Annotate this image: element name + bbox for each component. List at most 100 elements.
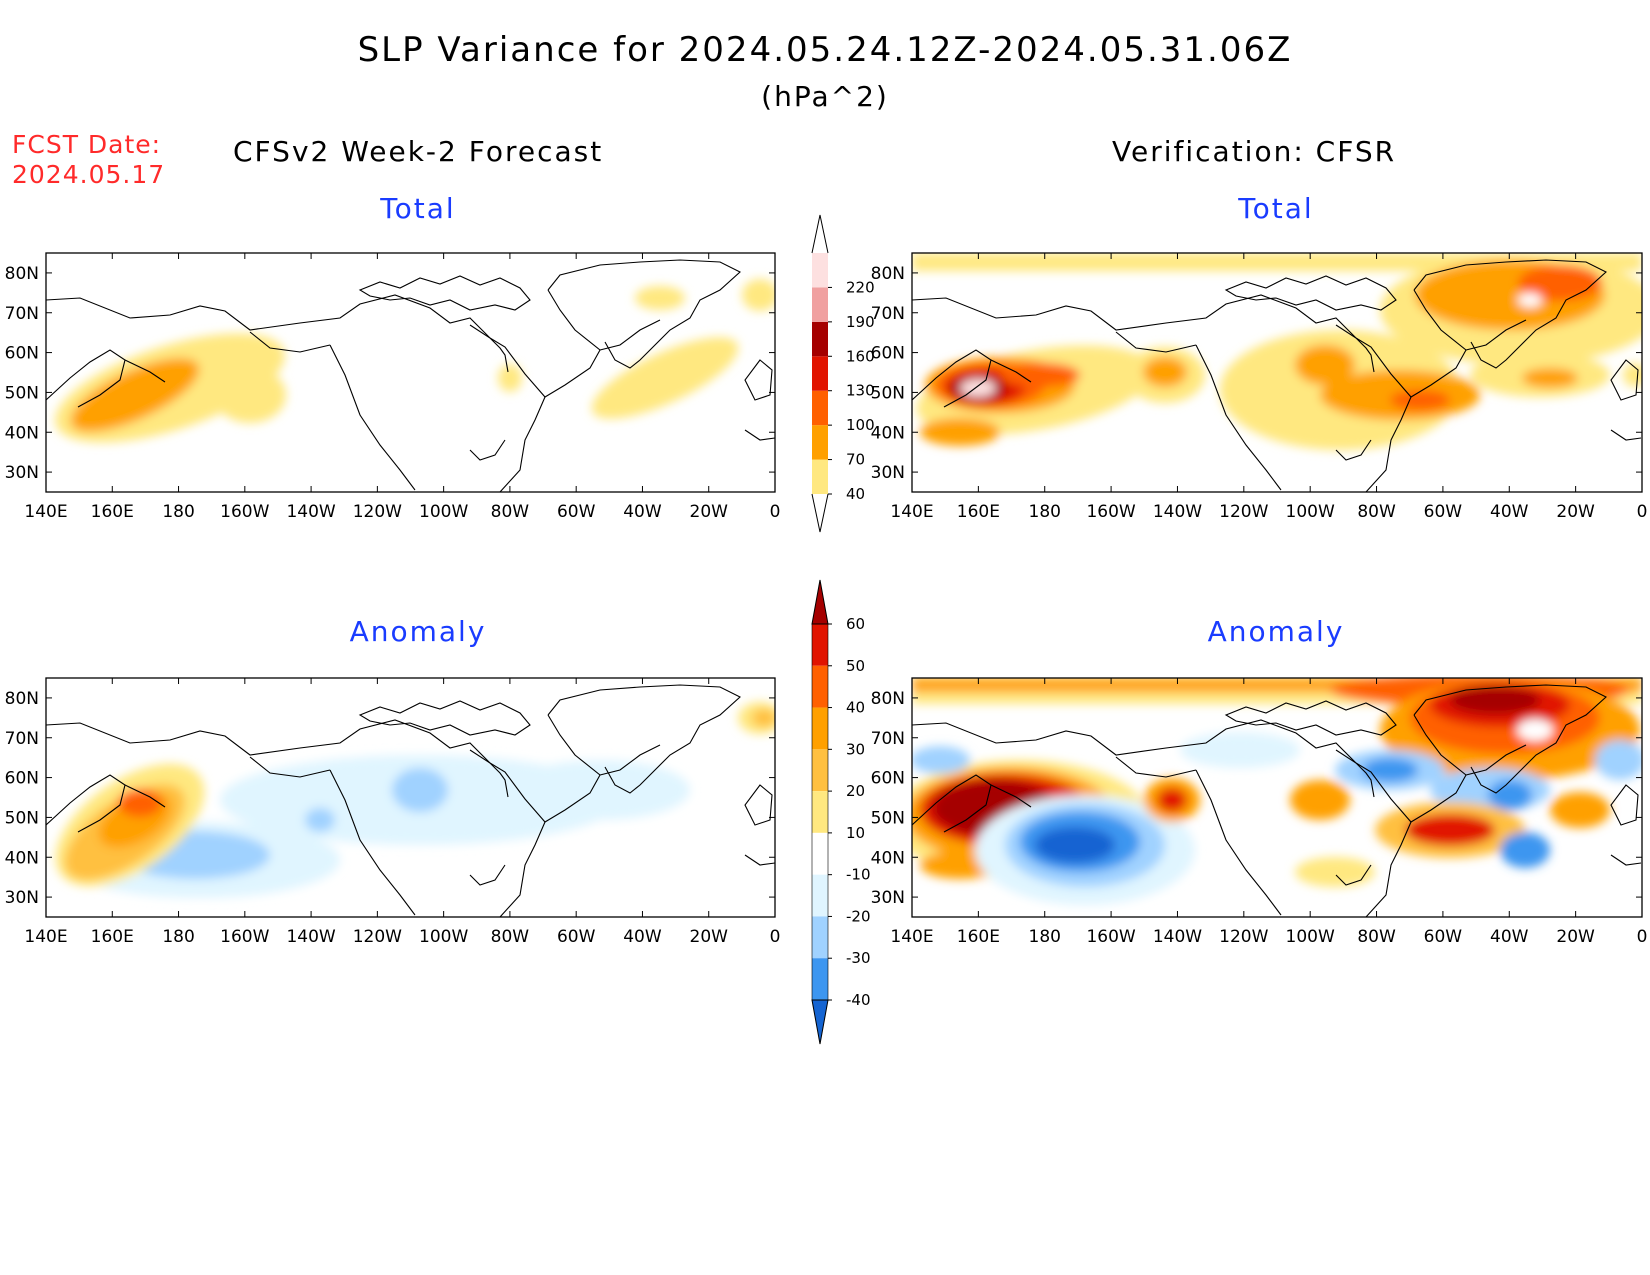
- verif-total-lon-label: 140E: [890, 502, 933, 522]
- fcst-anomaly-lon-label: 140E: [24, 927, 67, 947]
- verif-total-lon-label: 0: [1637, 502, 1648, 522]
- total-colorbar-swatch: [812, 287, 828, 322]
- fcst-anomaly-lat-label: 40N: [5, 848, 39, 868]
- anomaly-colorbar-label: -40: [846, 991, 871, 1009]
- verif-anomaly-lon-label: 60W: [1424, 927, 1463, 947]
- fcst-anomaly-lon-label: 40W: [623, 927, 662, 947]
- fcst-anomaly-lon-label: 120W: [353, 927, 402, 947]
- anomaly-colorbar-label: 50: [846, 657, 865, 675]
- verif-anomaly-lon-label: 160W: [1086, 927, 1135, 947]
- anomaly-colorbar-swatch: [812, 791, 828, 833]
- total-colorbar-swatch: [812, 390, 828, 426]
- verif-total-map: [911, 252, 1643, 493]
- anomaly-colorbar-label: 40: [846, 699, 865, 717]
- verif-total-lat-label: 40N: [871, 423, 905, 443]
- anomaly-colorbar-top-arrow: [811, 579, 829, 625]
- verif-anomaly-lon-label: 0: [1637, 927, 1648, 947]
- total-colorbar-label: 40: [846, 485, 865, 503]
- verif-anomaly-lat-label: 80N: [871, 689, 905, 709]
- fcst-anomaly-lat-label: 60N: [5, 769, 39, 789]
- fcst-anomaly-lon-label: 80W: [491, 927, 530, 947]
- total-colorbar-swatch: [812, 321, 828, 357]
- total-colorbar-label: 220: [846, 278, 875, 296]
- verif-anomaly-lon-label: 140W: [1153, 927, 1202, 947]
- anomaly-colorbar-label: 10: [846, 824, 865, 842]
- fcst-anomaly-lon-label: 140W: [286, 927, 335, 947]
- total-colorbar-swatch: [812, 425, 828, 460]
- anomaly-colorbar-label: 30: [846, 740, 865, 758]
- fcst-anomaly-lat-label: 70N: [5, 729, 39, 749]
- verif-anomaly-lat-label: 30N: [871, 888, 905, 908]
- verif-anomaly-lat-label: 50N: [871, 808, 905, 828]
- total-colorbar-label: 100: [846, 416, 875, 434]
- anomaly-colorbar-swatch: [812, 665, 828, 708]
- fcst-total-lon-label: 140W: [286, 502, 335, 522]
- fcst-anomaly-lon-label: 100W: [419, 927, 468, 947]
- verif-total-lat-label: 60N: [871, 344, 905, 364]
- verif-anomaly-coastlines: [912, 684, 1642, 917]
- fcst-anomaly-lon-label: 180: [162, 927, 194, 947]
- verif-total-lon-label: 160W: [1086, 502, 1135, 522]
- fcst-total-lat-label: 60N: [5, 344, 39, 364]
- verif-anomaly-lon-label: 20W: [1556, 927, 1595, 947]
- verif-total-lon-label: 40W: [1490, 502, 1529, 522]
- fcst-total-lon-label: 160W: [220, 502, 269, 522]
- verif-anomaly-lon-label: 120W: [1219, 927, 1268, 947]
- fcst-date-value: 2024.05.17: [12, 160, 166, 189]
- fcst-total-map: [45, 252, 776, 493]
- verif-anomaly-subtitle: Anomaly: [1207, 615, 1345, 648]
- verif-total-lat-label: 70N: [871, 304, 905, 324]
- fcst-anomaly-lon-label: 20W: [690, 927, 729, 947]
- verif-anomaly-lon-label: 80W: [1357, 927, 1396, 947]
- fcst-anomaly-lon-label: 0: [770, 927, 781, 947]
- fcst-total-lat-label: 80N: [5, 264, 39, 284]
- verif-anomaly-lon-label: 40W: [1490, 927, 1529, 947]
- page-title: SLP Variance for 2024.05.24.12Z-2024.05.…: [357, 30, 1293, 70]
- fcst-anomaly-coastlines: [46, 684, 775, 917]
- fcst-anomaly-lon-label: 160W: [220, 927, 269, 947]
- anomaly-colorbar: 60 50 40 30 20 10 -10 -20 -30 -40: [811, 579, 871, 1045]
- verif-anomaly-map: [911, 677, 1643, 918]
- total-colorbar-swatch: [812, 356, 828, 391]
- anomaly-colorbar-label: 20: [846, 782, 865, 800]
- verif-total-lat-label: 50N: [871, 383, 905, 403]
- fcst-total-lon-label: 20W: [690, 502, 729, 522]
- verif-total-lon-label: 180: [1029, 502, 1061, 522]
- total-colorbar-label: 190: [846, 313, 875, 331]
- verif-total-lon-label: 60W: [1424, 502, 1463, 522]
- verif-anomaly-lon-label: 160E: [957, 927, 1000, 947]
- anomaly-colorbar-frame: [811, 623, 829, 1001]
- fcst-total-lon-label: 80W: [491, 502, 530, 522]
- anomaly-colorbar-swatch: [812, 624, 828, 666]
- fcst-anomaly-subtitle: Anomaly: [349, 615, 487, 648]
- verif-total-lon-label: 160E: [957, 502, 1000, 522]
- fcst-total-lon-label: 180: [162, 502, 194, 522]
- verif-anomaly-lon-label: 180: [1029, 927, 1061, 947]
- fcst-total-lon-label: 100W: [419, 502, 468, 522]
- verif-anomaly-lat-label: 60N: [871, 769, 905, 789]
- fcst-total-lon-label: 40W: [623, 502, 662, 522]
- verif-total-subtitle: Total: [1238, 192, 1314, 225]
- verif-anomaly-lon-label: 100W: [1286, 927, 1335, 947]
- verif-anomaly-lon-label: 140E: [890, 927, 933, 947]
- anomaly-colorbar-label: -20: [846, 907, 871, 925]
- verif-total-lon-label: 20W: [1556, 502, 1595, 522]
- total-colorbar-swatch: [812, 459, 828, 494]
- fcst-total-lat-label: 70N: [5, 304, 39, 324]
- total-colorbar-bottom-arrow: [811, 493, 829, 533]
- fcst-total-lon-label: 140E: [24, 502, 67, 522]
- fcst-total-lon-label: 120W: [353, 502, 402, 522]
- verif-total-lat-label: 30N: [871, 463, 905, 483]
- fcst-anomaly-lat-label: 80N: [5, 689, 39, 709]
- anomaly-colorbar-swatch: [812, 958, 828, 1000]
- fcst-anomaly-lon-label: 160E: [91, 927, 134, 947]
- anomaly-colorbar-swatch: [812, 874, 828, 917]
- units-label: (hPa^2): [761, 80, 889, 113]
- fcst-total-lon-label: 160E: [91, 502, 134, 522]
- fcst-total-lat-label: 50N: [5, 383, 39, 403]
- fcst-anomaly-lat-label: 30N: [5, 888, 39, 908]
- anomaly-colorbar-swatch: [812, 707, 828, 750]
- anomaly-colorbar-swatch: [812, 749, 828, 792]
- map-axes: 140E 160E 180 160W 140W 120W 100W 80W 60W 40W 20W 0…: [5, 253, 1648, 947]
